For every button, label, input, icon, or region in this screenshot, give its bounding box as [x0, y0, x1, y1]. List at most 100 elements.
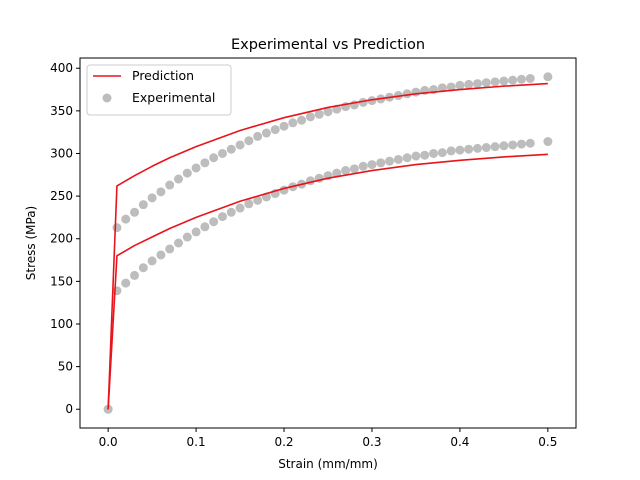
- experimental-point: [138, 200, 148, 210]
- experimental-point: [446, 146, 456, 156]
- experimental-point: [174, 174, 183, 184]
- experimental-point: [121, 278, 131, 288]
- experimental-point: [323, 107, 333, 117]
- experimental-point: [481, 78, 491, 88]
- experimental-point: [411, 151, 421, 161]
- experimental-point: [543, 72, 553, 82]
- experimental-point: [191, 163, 201, 173]
- y-axis-label: Stress (MPa): [24, 206, 38, 280]
- experimental-point: [332, 168, 342, 178]
- experimental-point: [156, 250, 166, 260]
- experimental-point: [341, 166, 351, 176]
- y-tick-label: 250: [50, 189, 73, 203]
- experimental-point: [446, 82, 456, 92]
- experimental-point: [112, 286, 122, 296]
- experimental-point: [508, 140, 518, 150]
- plot-area: 0.0 0.1 0.2 0.3 0.4 0.5 0 50 100 150 200 250 300 350…: [50, 57, 577, 449]
- experimental-point: [288, 118, 298, 128]
- experimental-point: [420, 150, 430, 160]
- experimental-point: [358, 161, 368, 171]
- x-tick-label: 0.0: [99, 435, 118, 449]
- experimental-point: [543, 137, 553, 147]
- experimental-point: [455, 145, 465, 155]
- experimental-point: [121, 214, 131, 224]
- chart-title: Experimental vs Prediction: [231, 37, 425, 53]
- y-tick-label: 100: [50, 317, 73, 331]
- experimental-point: [226, 144, 236, 154]
- x-axis-ticks: 0.0 0.1 0.2 0.3 0.4 0.5: [99, 428, 557, 449]
- experimental-point: [209, 153, 219, 163]
- experimental-point: [508, 75, 518, 85]
- experimental-point: [516, 74, 526, 84]
- experimental-point: [253, 131, 263, 141]
- experimental-point: [376, 158, 386, 168]
- legend-box: [86, 64, 232, 116]
- experimental-point: [138, 263, 148, 273]
- experimental-point: [165, 244, 175, 254]
- experimental-point: [367, 96, 377, 106]
- experimental-point: [464, 144, 474, 154]
- experimental-point: [525, 138, 535, 148]
- experimental-point: [182, 232, 192, 242]
- experimental-point: [525, 73, 535, 83]
- prediction-line: [107, 153, 548, 410]
- experimental-point: [393, 154, 403, 164]
- y-tick-label: 150: [50, 274, 73, 288]
- experimental-point: [437, 83, 447, 93]
- experimental-point: [411, 87, 421, 97]
- experimental-point: [112, 223, 122, 233]
- series-layer: [103, 72, 553, 414]
- experimental-point: [437, 148, 447, 158]
- experimental-point: [297, 115, 307, 125]
- x-tick-label: 0.1: [187, 435, 206, 449]
- experimental-point: [305, 112, 315, 122]
- experimental-point: [209, 217, 219, 227]
- experimental-point: [156, 187, 166, 197]
- y-tick-label: 400: [50, 61, 73, 75]
- experimental-point: [182, 168, 192, 178]
- experimental-point: [147, 193, 157, 203]
- experimental-point: [385, 156, 395, 166]
- experimental-point: [429, 148, 439, 158]
- experimental-point: [253, 195, 263, 205]
- experimental-point: [174, 238, 183, 248]
- experimental-point: [165, 180, 175, 190]
- experimental-point: [191, 227, 201, 237]
- experimental-point: [473, 79, 482, 89]
- experimental-point: [473, 143, 482, 153]
- x-axis-label: Strain (mm/mm): [278, 457, 378, 471]
- y-tick-label: 200: [50, 232, 73, 246]
- experimental-point: [217, 212, 227, 222]
- experimental-point: [490, 142, 500, 152]
- experimental-point: [499, 76, 509, 86]
- experimental-point: [349, 164, 359, 174]
- experimental-point: [261, 128, 271, 138]
- experimental-point: [235, 203, 245, 213]
- experimental-point: [130, 207, 140, 217]
- experimental-point: [464, 79, 474, 89]
- legend-prediction-label: Prediction: [132, 68, 194, 83]
- y-tick-label: 0: [65, 402, 73, 416]
- experimental-point: [270, 125, 280, 135]
- prediction-line: [107, 82, 548, 410]
- experimental-point: [314, 109, 324, 119]
- y-tick-label: 50: [58, 360, 73, 374]
- experimental-point: [499, 141, 509, 151]
- y-tick-label: 300: [50, 146, 73, 160]
- experimental-point: [490, 77, 500, 87]
- experimental-point: [402, 153, 412, 163]
- experimental-point: [244, 136, 254, 146]
- x-tick-label: 0.2: [274, 435, 293, 449]
- experimental-point: [279, 121, 289, 131]
- experimental-point: [226, 207, 236, 217]
- axes-frame: [79, 57, 577, 429]
- experimental-point: [455, 80, 465, 90]
- x-tick-label: 0.4: [450, 435, 469, 449]
- experimental-point: [244, 199, 254, 209]
- experimental-point: [200, 158, 210, 168]
- experimental-point: [200, 222, 210, 232]
- legend-experimental-swatch: [102, 93, 112, 103]
- experimental-point: [516, 139, 526, 149]
- experimental-point: [217, 148, 227, 158]
